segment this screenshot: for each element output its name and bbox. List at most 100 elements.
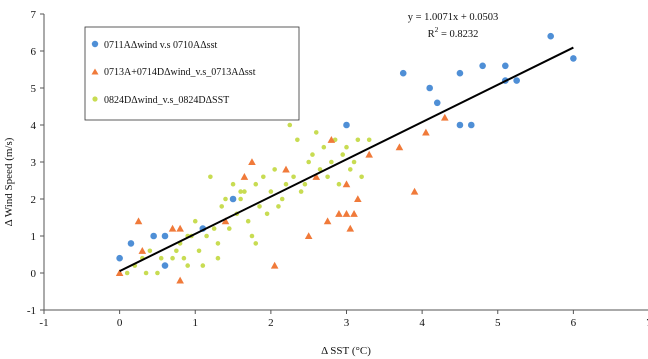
data-point-series-1 (570, 55, 577, 62)
data-point-series-3 (245, 218, 251, 224)
data-point-series-3 (253, 241, 259, 246)
data-point-series-3 (226, 226, 232, 231)
data-point-series-3 (170, 255, 175, 261)
data-point-series-1 (161, 262, 169, 269)
data-point-series-1 (547, 32, 554, 40)
data-point-series-2 (346, 224, 355, 232)
r-squared-superscript: 2 (435, 25, 439, 34)
data-point-series-3 (340, 152, 346, 157)
data-point-series-3 (238, 196, 243, 202)
data-point-series-2 (221, 217, 230, 225)
data-point-series-3 (268, 189, 274, 194)
legend-item-series-1: 0711AΔwind v.s 0710AΔsst (91, 40, 217, 51)
data-point-series-3 (238, 189, 243, 194)
data-point-series-3 (351, 159, 357, 165)
x-tick-label: 2 (268, 317, 274, 329)
data-point-series-3 (298, 189, 304, 194)
x-axis-ticks: -1 0 1 2 3 4 5 6 7 (39, 310, 648, 329)
data-point-series-3 (158, 255, 164, 261)
data-point-series-1 (502, 62, 509, 70)
data-point-series-3 (242, 189, 247, 194)
x-tick-label: -1 (39, 317, 48, 329)
data-point-series-3 (155, 270, 160, 276)
x-tick-label: 6 (571, 317, 577, 329)
data-point-series-2 (304, 232, 313, 240)
x-tick-label: 0 (117, 317, 123, 329)
data-point-series-3 (317, 167, 323, 172)
data-point-series-1 (127, 240, 135, 247)
data-point-series-3 (321, 144, 327, 150)
data-point-series-3 (147, 248, 153, 254)
data-point-series-2 (354, 195, 362, 203)
data-point-series-3 (200, 263, 206, 268)
data-point-series-2 (312, 173, 321, 180)
data-point-series-3 (192, 218, 198, 224)
data-point-series-3 (336, 181, 342, 187)
data-point-series-3 (306, 159, 311, 165)
data-point-series-3 (329, 159, 334, 165)
data-point-series-3 (291, 174, 296, 180)
x-tick-label: 7 (646, 317, 648, 329)
data-point-series-3 (208, 174, 213, 180)
data-point-series-1 (456, 121, 464, 129)
r-squared-prefix: R (428, 29, 435, 40)
data-point-series-2 (410, 187, 419, 195)
data-point-series-2 (395, 143, 404, 151)
data-point-series-1 (229, 195, 237, 203)
data-point-series-2 (168, 224, 177, 232)
r-squared-value: = 0.8232 (438, 29, 478, 40)
data-point-series-1 (116, 254, 123, 262)
data-point-series-3 (302, 181, 308, 187)
legend-label-series-3: 0824DΔwind_v.s_0824DΔSST (104, 95, 229, 106)
legend-item-series-3: 0824DΔwind_v.s_0824DΔSST (92, 95, 229, 106)
data-point-series-1 (456, 69, 464, 77)
legend-item-series-2: 0713A+0714DΔwind_v.s_0713AΔsst (91, 67, 256, 78)
data-point-series-2 (441, 113, 449, 121)
data-point-series-1 (433, 99, 441, 107)
data-point-series-2 (240, 173, 249, 180)
data-point-series-1 (161, 232, 169, 240)
data-point-series-3 (287, 122, 293, 128)
data-point-series-3 (223, 196, 228, 202)
regression-annotation: y = 1.0071x + 0.0503 R2 = 0.8232 (408, 12, 499, 40)
data-point-series-3 (359, 174, 364, 180)
y-tick-label: 0 (31, 268, 37, 280)
data-points (115, 32, 577, 284)
data-point-series-3 (181, 255, 187, 261)
legend-marker-series-2 (91, 68, 99, 75)
data-point-series-3 (272, 167, 277, 172)
data-point-series-2 (335, 210, 343, 217)
data-point-series-2 (323, 217, 332, 225)
data-point-series-3 (230, 181, 236, 187)
data-point-series-2 (350, 210, 358, 217)
y-tick-label: 3 (31, 157, 37, 169)
data-point-series-3 (174, 248, 179, 254)
y-tick-label: 6 (31, 46, 37, 58)
x-tick-label: 3 (344, 317, 350, 329)
data-point-series-1 (479, 62, 486, 70)
data-point-series-1 (467, 121, 475, 129)
data-point-series-3 (313, 130, 319, 135)
data-point-series-2 (327, 136, 336, 143)
legend-marker-series-3 (92, 96, 98, 102)
r-squared-label: R2 = 0.8232 (428, 25, 479, 40)
data-point-series-2 (138, 247, 147, 254)
data-point-series-3 (257, 204, 262, 209)
data-point-series-2 (422, 128, 430, 136)
data-point-series-3 (276, 204, 281, 209)
data-point-series-2 (365, 150, 373, 158)
data-point-series-3 (215, 255, 221, 261)
data-point-series-2 (248, 158, 256, 166)
y-tick-label: 1 (31, 231, 37, 243)
legend-label-series-1: 0711AΔwind v.s 0710AΔsst (104, 40, 217, 51)
legend: 0711AΔwind v.s 0710AΔsst 0713A+0714DΔwin… (84, 26, 300, 121)
data-point-series-2 (342, 210, 351, 217)
y-axis-ticks: -1 0 1 2 3 4 5 6 7 (27, 9, 44, 317)
x-tick-label: 5 (495, 317, 501, 329)
data-point-series-1 (343, 121, 350, 129)
data-point-series-3 (215, 241, 221, 246)
data-point-series-3 (279, 196, 285, 202)
trendline (119, 46, 574, 273)
data-point-series-2 (342, 180, 351, 188)
